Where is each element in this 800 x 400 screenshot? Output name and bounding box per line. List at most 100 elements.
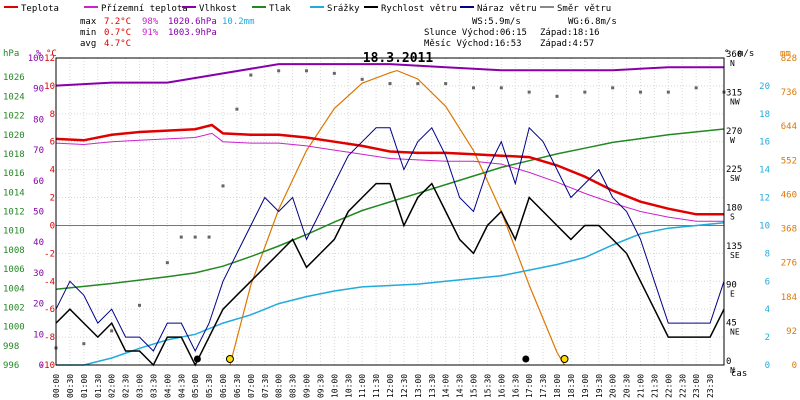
axis-unit-direction: ° bbox=[724, 49, 729, 59]
axis-tick-wind: 18 bbox=[759, 110, 770, 120]
axis-tick-direction: 0 bbox=[726, 357, 731, 367]
axis-tick-compass: S bbox=[730, 213, 735, 222]
axis-tick-time: 11:30 bbox=[372, 374, 381, 398]
axis-tick-pressure: 996 bbox=[3, 361, 19, 371]
series-ground-temp bbox=[55, 132, 724, 222]
axis-tick-time: 05:30 bbox=[205, 374, 214, 398]
axis-tick-temperature: 2 bbox=[50, 194, 55, 204]
axis-tick-pressure: 1018 bbox=[3, 150, 25, 160]
axis-tick-rain: 552 bbox=[781, 156, 797, 166]
axis-tick-temperature: 8 bbox=[50, 110, 55, 120]
axis-tick-pressure: 1012 bbox=[3, 208, 25, 218]
axis-tick-wind: 2 bbox=[765, 333, 770, 343]
series-humidity bbox=[55, 63, 724, 87]
info-sun: Slunce Východ:06:15 bbox=[424, 28, 527, 38]
axis-tick-time: 12:30 bbox=[400, 374, 409, 398]
direction-dot bbox=[694, 86, 698, 90]
axis-tick-time: 03:30 bbox=[149, 374, 158, 398]
axis-tick-rain: 828 bbox=[781, 54, 797, 64]
axis-tick-time: 19:00 bbox=[581, 374, 590, 398]
axis-tick-temperature: 6 bbox=[50, 138, 55, 148]
axis-tick-time: 14:30 bbox=[456, 374, 465, 398]
axis-tick-pressure: 1026 bbox=[3, 73, 25, 83]
axis-tick-pressure: 1006 bbox=[3, 265, 25, 275]
info-moon: Měsíc Východ:16:53 bbox=[424, 39, 522, 49]
legend-label: Směr větru bbox=[557, 4, 611, 14]
axis-tick-rain: 184 bbox=[781, 293, 797, 303]
axis-tick-direction: 45 bbox=[726, 319, 737, 329]
axis-tick-compass: W bbox=[730, 136, 735, 145]
axis-tick-direction: 270 bbox=[726, 127, 742, 137]
direction-dot bbox=[444, 82, 448, 86]
axis-tick-time: 07:30 bbox=[261, 374, 270, 398]
axis-tick-rain: 92 bbox=[786, 327, 797, 337]
axis-tick-time: 19:30 bbox=[595, 374, 604, 398]
axis-tick-direction: 315 bbox=[726, 88, 742, 98]
axis-tick-compass: SW bbox=[730, 174, 740, 183]
axis-tick-temperature: 0 bbox=[50, 221, 55, 231]
axis-tick-time: 01:00 bbox=[80, 374, 89, 398]
axis-tick-humidity: 50 bbox=[33, 208, 44, 218]
axis-tick-time: 04:00 bbox=[163, 374, 172, 398]
sun-curve bbox=[229, 69, 566, 366]
axis-tick-temperature: 4 bbox=[50, 166, 55, 176]
direction-dot bbox=[179, 235, 183, 239]
axis-tick-temperature: -2 bbox=[44, 249, 55, 259]
stat-pressure: 1003.9hPa bbox=[168, 28, 217, 38]
legend-label: Teplota bbox=[21, 4, 59, 14]
axis-tick-time: 23:30 bbox=[706, 374, 715, 398]
moon-set-marker bbox=[193, 355, 201, 363]
axis-tick-time: 06:30 bbox=[233, 374, 242, 398]
sunset-marker bbox=[560, 355, 569, 363]
axis-tick-time: 01:30 bbox=[94, 374, 103, 398]
axis-tick-pressure: 998 bbox=[3, 342, 19, 352]
axis-tick-rain: 276 bbox=[781, 259, 797, 269]
axis-tick-pressure: 1008 bbox=[3, 246, 25, 256]
axis-tick-wind: 14 bbox=[759, 166, 770, 176]
series-wind bbox=[55, 182, 725, 367]
direction-dot bbox=[416, 82, 420, 86]
axis-tick-compass: NW bbox=[730, 97, 740, 106]
direction-dot bbox=[82, 342, 86, 346]
axis-tick-time: 21:30 bbox=[650, 374, 659, 398]
direction-dot bbox=[221, 184, 225, 188]
info-wg: WG:6.8m/s bbox=[568, 17, 617, 27]
stat-temp: 7.2°C bbox=[104, 17, 131, 27]
legend-label: Náraz větru bbox=[477, 4, 537, 14]
axis-tick-compass: NE bbox=[730, 328, 740, 337]
axis-tick-rain: 0 bbox=[792, 361, 797, 371]
axis-tick-humidity: 70 bbox=[33, 146, 44, 156]
axis-unit-wind: m/s bbox=[738, 49, 754, 59]
axis-tick-wind: 8 bbox=[765, 249, 770, 259]
legend-label: Tlak bbox=[269, 4, 291, 14]
axis-tick-time: 08:00 bbox=[275, 374, 284, 398]
stat-humidity: 91% bbox=[142, 28, 159, 38]
legend-label: Přízemní teplota bbox=[101, 4, 188, 14]
axis-tick-rain: 644 bbox=[781, 122, 797, 132]
series-rain bbox=[56, 221, 725, 366]
stat-temp: 4.7°C bbox=[104, 39, 131, 49]
axis-tick-rain: 736 bbox=[781, 88, 797, 98]
axis-tick-time: 10:00 bbox=[330, 374, 339, 398]
axis-tick-humidity: 90 bbox=[33, 85, 44, 95]
axis-tick-wind: 4 bbox=[765, 305, 770, 315]
direction-dot bbox=[360, 77, 364, 81]
axis-tick-pressure: 1002 bbox=[3, 303, 25, 313]
legend-label: Vlhkost bbox=[199, 4, 237, 14]
axis-tick-time: 15:30 bbox=[483, 374, 492, 398]
axis-tick-pressure: 1024 bbox=[3, 92, 25, 102]
axis-tick-temperature: -10 bbox=[39, 361, 55, 371]
direction-dot bbox=[207, 235, 211, 239]
axis-tick-pressure: 1010 bbox=[3, 227, 25, 237]
axis-tick-pressure: 1000 bbox=[3, 323, 25, 333]
axis-tick-humidity: 40 bbox=[33, 238, 44, 248]
direction-dot bbox=[583, 90, 587, 94]
axis-tick-wind: 16 bbox=[759, 138, 770, 148]
axis-tick-time: 18:00 bbox=[553, 374, 562, 398]
axis-tick-time: 15:00 bbox=[470, 374, 479, 398]
axis-tick-temperature: -4 bbox=[44, 277, 55, 287]
stat-rain: 10.2mm bbox=[222, 17, 255, 27]
stat-label: avg bbox=[80, 39, 96, 49]
